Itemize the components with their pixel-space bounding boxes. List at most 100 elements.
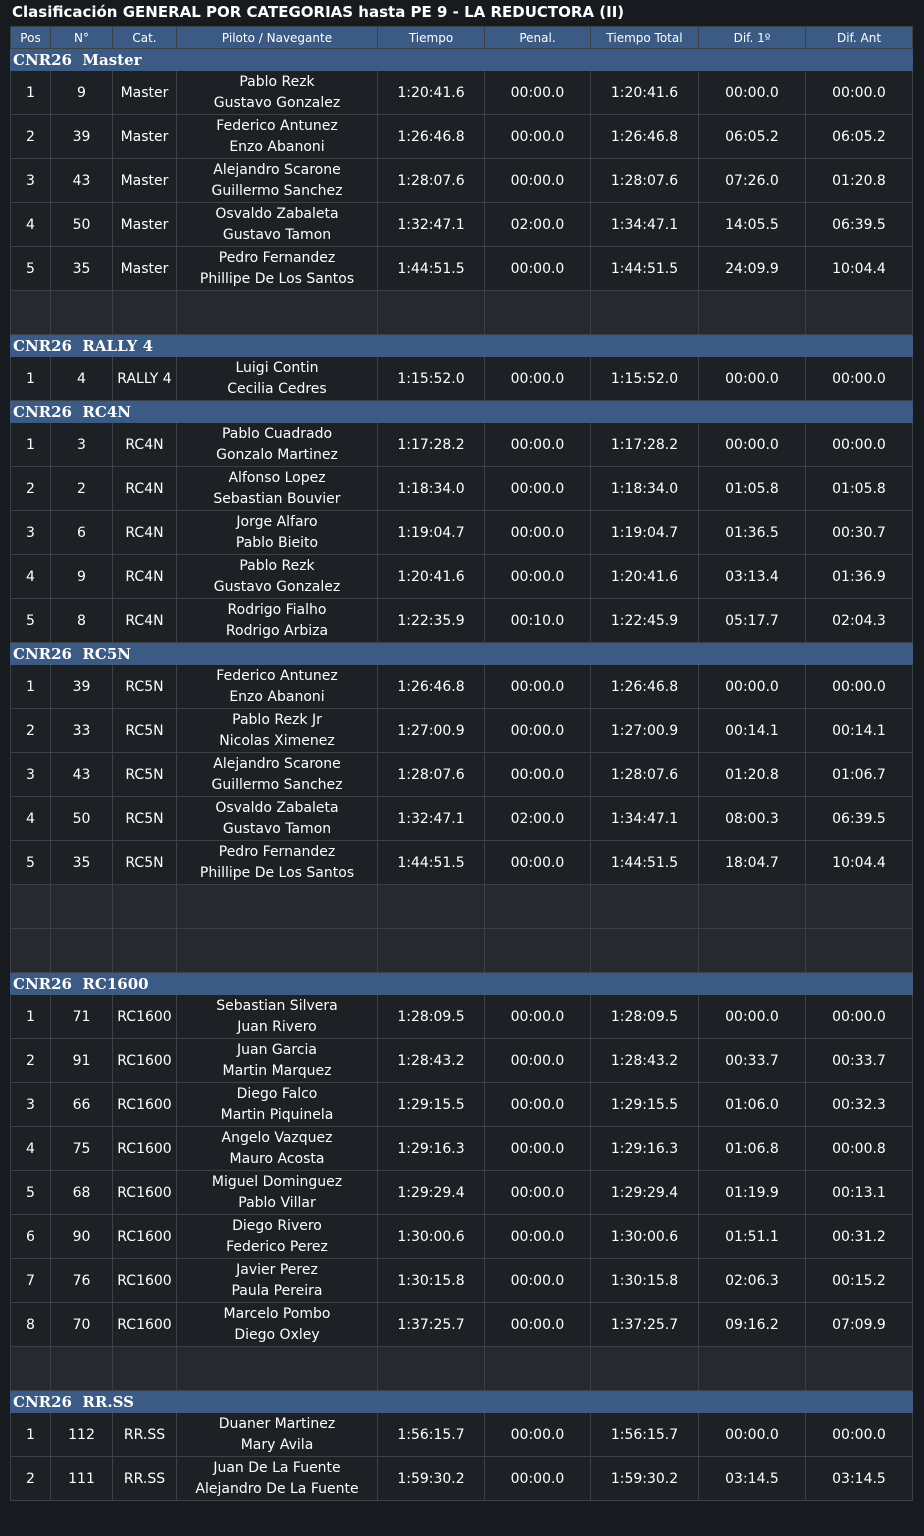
cell-category: Master xyxy=(112,246,177,291)
navigator-name: Diego Oxley xyxy=(234,1326,320,1343)
cell-penalty: 00:00.0 xyxy=(484,994,591,1039)
cell-time: 1:28:09.5 xyxy=(377,994,485,1039)
empty-cell xyxy=(805,290,913,335)
cell-position: 3 xyxy=(10,158,51,203)
driver-name: Diego Falco xyxy=(236,1085,318,1102)
cell-total-time: 1:22:45.9 xyxy=(590,598,699,643)
cell-crew: Pablo Cuadrado Gonzalo Martinez xyxy=(176,422,378,467)
cell-diff-first: 03:13.4 xyxy=(698,554,806,599)
empty-cell xyxy=(698,1346,806,1391)
cell-diff-first: 14:05.5 xyxy=(698,202,806,247)
cell-diff-previous: 02:04.3 xyxy=(805,598,913,643)
category-header-row: CNR26 RALLY 4 xyxy=(10,334,913,357)
empty-cell xyxy=(50,928,113,973)
cell-diff-previous: 10:04.4 xyxy=(805,840,913,885)
driver-name: Osvaldo Zabaleta xyxy=(215,205,339,222)
cell-car-number: 68 xyxy=(50,1170,113,1215)
cell-diff-first: 01:06.0 xyxy=(698,1082,806,1127)
cell-diff-first: 01:36.5 xyxy=(698,510,806,555)
category-title: CNR26 RR.SS xyxy=(10,1390,913,1413)
cell-diff-first: 09:16.2 xyxy=(698,1302,806,1347)
driver-name: Pablo Rezk Jr xyxy=(232,711,322,728)
cell-car-number: 43 xyxy=(50,158,113,203)
cell-diff-previous: 01:06.7 xyxy=(805,752,913,797)
cell-time: 1:20:41.6 xyxy=(377,70,485,115)
cell-diff-previous: 00:14.1 xyxy=(805,708,913,753)
cell-crew: Juan De La Fuente Alejandro De La Fuente xyxy=(176,1456,378,1501)
cell-car-number: 4 xyxy=(50,356,113,401)
driver-name: Pablo Rezk xyxy=(239,73,315,90)
cell-total-time: 1:28:07.6 xyxy=(590,158,699,203)
cell-time: 1:17:28.2 xyxy=(377,422,485,467)
cell-car-number: 9 xyxy=(50,70,113,115)
cell-penalty: 00:00.0 xyxy=(484,708,591,753)
cell-position: 1 xyxy=(10,994,51,1039)
table-row: 3 43 RC5N Alejandro Scarone Guillermo Sanche… xyxy=(10,752,913,797)
cell-category: Master xyxy=(112,202,177,247)
cell-time: 1:44:51.5 xyxy=(377,246,485,291)
cell-diff-first: 03:14.5 xyxy=(698,1456,806,1501)
cell-penalty: 00:00.0 xyxy=(484,752,591,797)
cell-diff-first: 00:14.1 xyxy=(698,708,806,753)
column-header-crew: Piloto / Navegante xyxy=(176,26,378,49)
cell-crew: Federico Antunez Enzo Abanoni xyxy=(176,114,378,159)
cell-diff-first: 01:05.8 xyxy=(698,466,806,511)
empty-cell xyxy=(484,1346,591,1391)
empty-cell xyxy=(805,928,913,973)
cell-crew: Pablo Rezk Gustavo Gonzalez xyxy=(176,70,378,115)
cell-crew: Pedro Fernandez Phillipe De Los Santos xyxy=(176,840,378,885)
empty-cell xyxy=(698,290,806,335)
cell-category: RC1600 xyxy=(112,1170,177,1215)
column-header-time: Tiempo xyxy=(377,26,485,49)
column-header-diff-previous: Dif. Ant xyxy=(805,26,913,49)
cell-position: 1 xyxy=(10,664,51,709)
cell-total-time: 1:15:52.0 xyxy=(590,356,699,401)
category-header-row: CNR26 Master xyxy=(10,48,913,71)
cell-total-time: 1:19:04.7 xyxy=(590,510,699,555)
table-row: 8 70 RC1600 Marcelo Pombo Diego Oxley 1:37:25… xyxy=(10,1302,913,1347)
category-header-row: CNR26 RR.SS xyxy=(10,1390,913,1413)
cell-position: 2 xyxy=(10,114,51,159)
cell-category: RC1600 xyxy=(112,994,177,1039)
cell-total-time: 1:17:28.2 xyxy=(590,422,699,467)
driver-name: Marcelo Pombo xyxy=(223,1305,331,1322)
empty-cell xyxy=(10,290,51,335)
table-row: 2 91 RC1600 Juan Garcia Martin Marquez 1:28:4… xyxy=(10,1038,913,1083)
empty-row xyxy=(10,1346,913,1391)
cell-diff-first: 00:00.0 xyxy=(698,422,806,467)
cell-diff-previous: 00:00.0 xyxy=(805,356,913,401)
cell-penalty: 00:00.0 xyxy=(484,1170,591,1215)
table-row: 5 35 Master Pedro Fernandez Phillipe De Los … xyxy=(10,246,913,291)
navigator-name: Nicolas Ximenez xyxy=(219,732,335,749)
navigator-name: Phillipe De Los Santos xyxy=(199,864,355,881)
cell-diff-previous: 06:39.5 xyxy=(805,202,913,247)
cell-category: RC5N xyxy=(112,664,177,709)
cell-time: 1:15:52.0 xyxy=(377,356,485,401)
cell-time: 1:19:04.7 xyxy=(377,510,485,555)
cell-category: RC1600 xyxy=(112,1082,177,1127)
cell-penalty: 00:00.0 xyxy=(484,158,591,203)
driver-name: Rodrigo Fialho xyxy=(227,601,327,618)
cell-car-number: 71 xyxy=(50,994,113,1039)
empty-cell xyxy=(698,928,806,973)
cell-total-time: 1:26:46.8 xyxy=(590,114,699,159)
cell-penalty: 02:00.0 xyxy=(484,202,591,247)
cell-position: 2 xyxy=(10,708,51,753)
cell-diff-first: 01:19.9 xyxy=(698,1170,806,1215)
cell-total-time: 1:20:41.6 xyxy=(590,554,699,599)
cell-position: 3 xyxy=(10,1082,51,1127)
cell-category: RC4N xyxy=(112,422,177,467)
cell-total-time: 1:34:47.1 xyxy=(590,796,699,841)
table-row: 2 2 RC4N Alfonso Lopez Sebastian Bouvier 1:18… xyxy=(10,466,913,511)
empty-cell xyxy=(590,1346,699,1391)
cell-car-number: 35 xyxy=(50,840,113,885)
cell-position: 5 xyxy=(10,598,51,643)
cell-time: 1:28:07.6 xyxy=(377,752,485,797)
table-row: 3 66 RC1600 Diego Falco Martin Piquinela 1:29… xyxy=(10,1082,913,1127)
cell-category: RC4N xyxy=(112,554,177,599)
navigator-name: Enzo Abanoni xyxy=(229,138,325,155)
cell-penalty: 00:00.0 xyxy=(484,1456,591,1501)
cell-time: 1:32:47.1 xyxy=(377,202,485,247)
cell-car-number: 66 xyxy=(50,1082,113,1127)
navigator-name: Cecilia Cedres xyxy=(227,380,327,397)
